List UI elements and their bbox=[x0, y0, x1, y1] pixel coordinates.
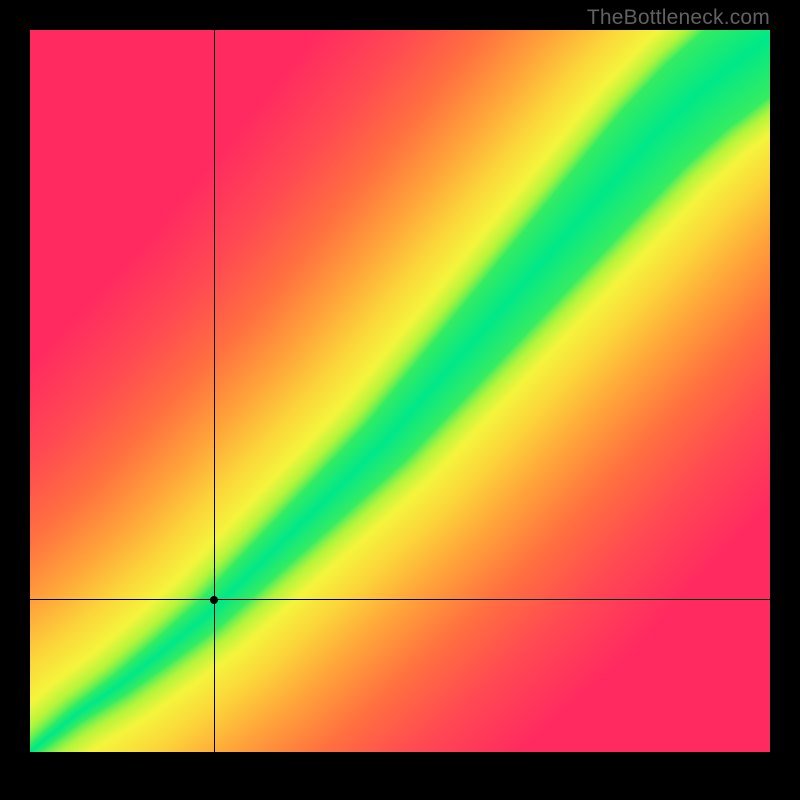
crosshair-dot bbox=[210, 596, 218, 604]
chart-container: TheBottleneck.com bbox=[0, 0, 800, 800]
watermark-text: TheBottleneck.com bbox=[587, 6, 770, 30]
crosshair-vertical bbox=[214, 30, 215, 752]
heatmap-canvas bbox=[30, 30, 770, 752]
crosshair-horizontal bbox=[30, 599, 770, 600]
plot-area bbox=[30, 30, 770, 752]
